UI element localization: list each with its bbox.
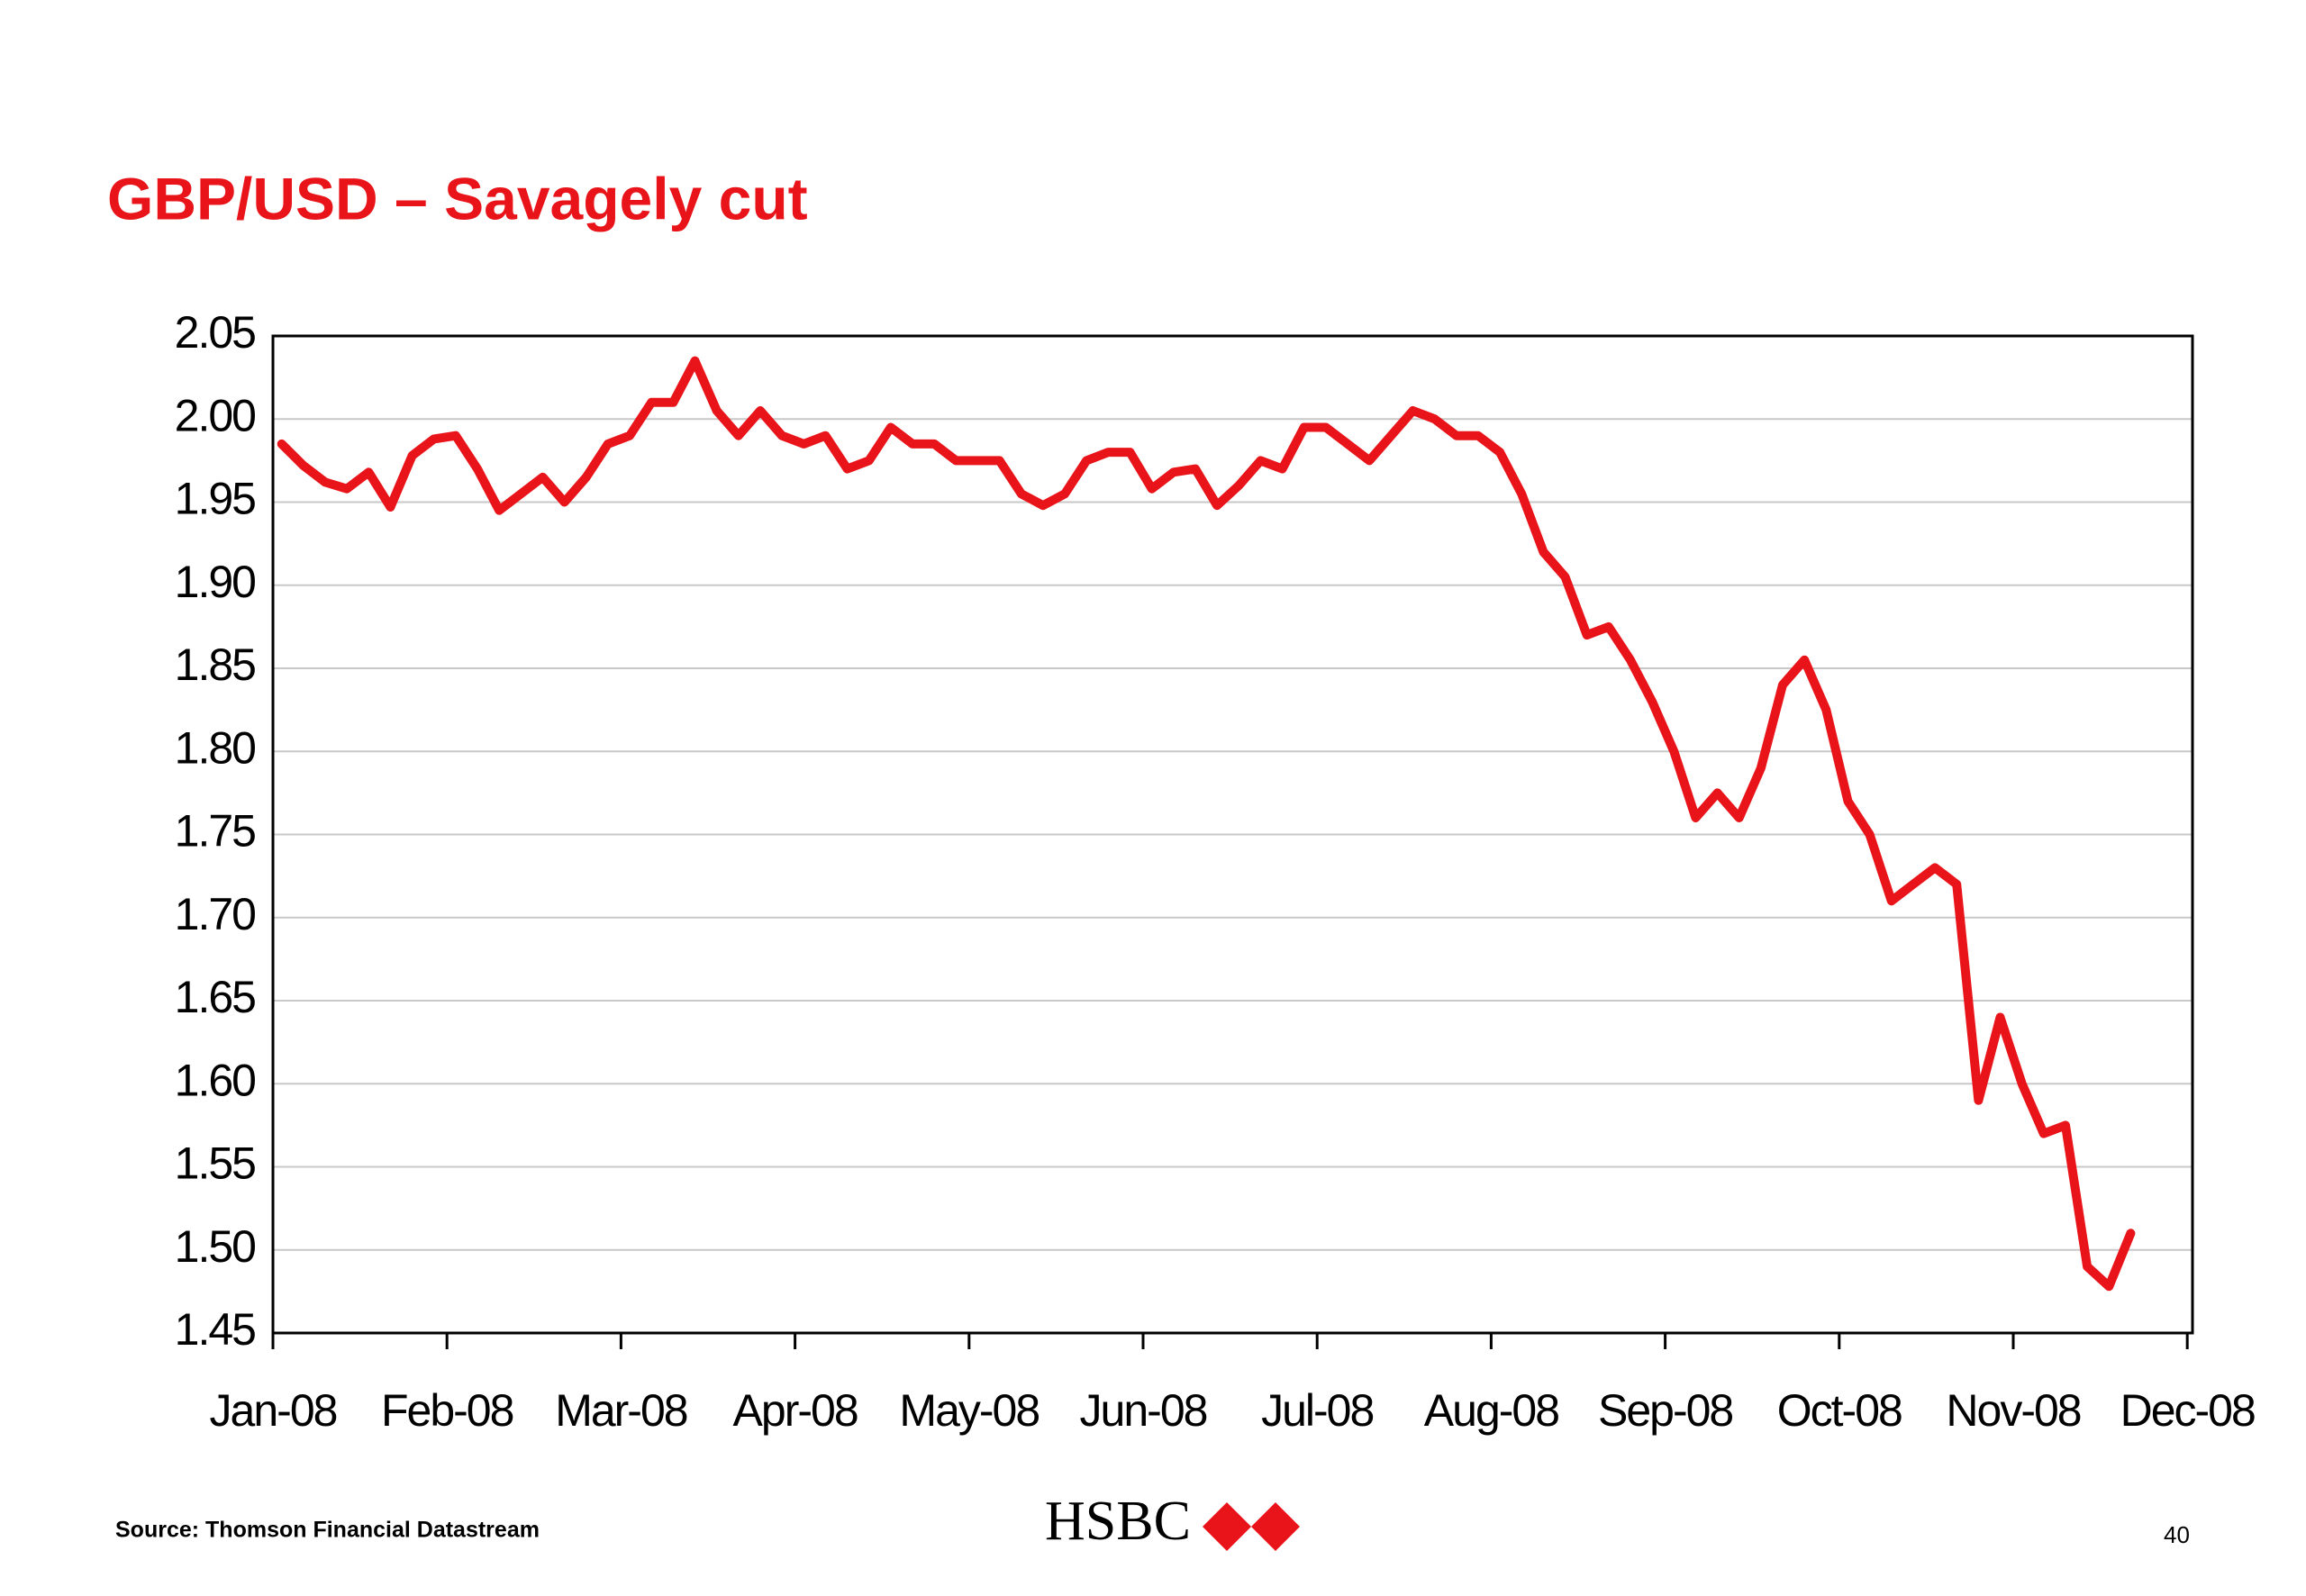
logo-hexagon (1203, 1502, 1300, 1551)
x-tick-label: Oct-08 (1777, 1385, 1902, 1436)
y-tick-label: 1.80 (175, 722, 256, 773)
y-tick-label: 2.05 (175, 307, 256, 358)
x-tick-label: Apr-08 (733, 1385, 858, 1436)
x-tick-label: Jan-08 (210, 1385, 337, 1436)
y-tick-label: 2.00 (175, 390, 256, 440)
x-tick-label: Aug-08 (1424, 1385, 1558, 1436)
source-note: Source: Thomson Financial Datastream (115, 1518, 540, 1543)
chart-title: GBP/USD – Savagely cut (107, 165, 808, 231)
y-tick-label: 1.60 (175, 1055, 256, 1105)
plot-frame (271, 334, 2194, 1335)
y-tick-label: 1.75 (175, 806, 256, 857)
y-tick-label: 1.70 (175, 889, 256, 939)
x-tick-label: Feb-08 (381, 1385, 513, 1436)
y-tick-label: 1.50 (175, 1221, 256, 1272)
x-tick-label: Jul-08 (1261, 1385, 1373, 1436)
y-tick-label: 1.90 (175, 557, 256, 607)
x-tick-label: Jun-08 (1080, 1385, 1207, 1436)
price-line (277, 356, 2136, 1292)
x-tick-label: Sep-08 (1598, 1385, 1732, 1436)
logo-text: HSBC (1045, 1491, 1191, 1552)
y-tick-label: 1.55 (175, 1138, 256, 1189)
y-tick-label: 1.85 (175, 639, 256, 690)
y-tick-label: 1.95 (175, 474, 256, 524)
x-tick-label: Nov-08 (1946, 1385, 2080, 1436)
x-tick-label: May-08 (899, 1385, 1039, 1436)
x-tick-label: Mar-08 (555, 1385, 687, 1436)
x-tick-label: Dec-08 (2120, 1385, 2255, 1436)
page-number: 40 (2164, 1521, 2190, 1548)
y-tick-label: 1.65 (175, 972, 256, 1022)
y-tick-label: 1.45 (175, 1304, 256, 1355)
